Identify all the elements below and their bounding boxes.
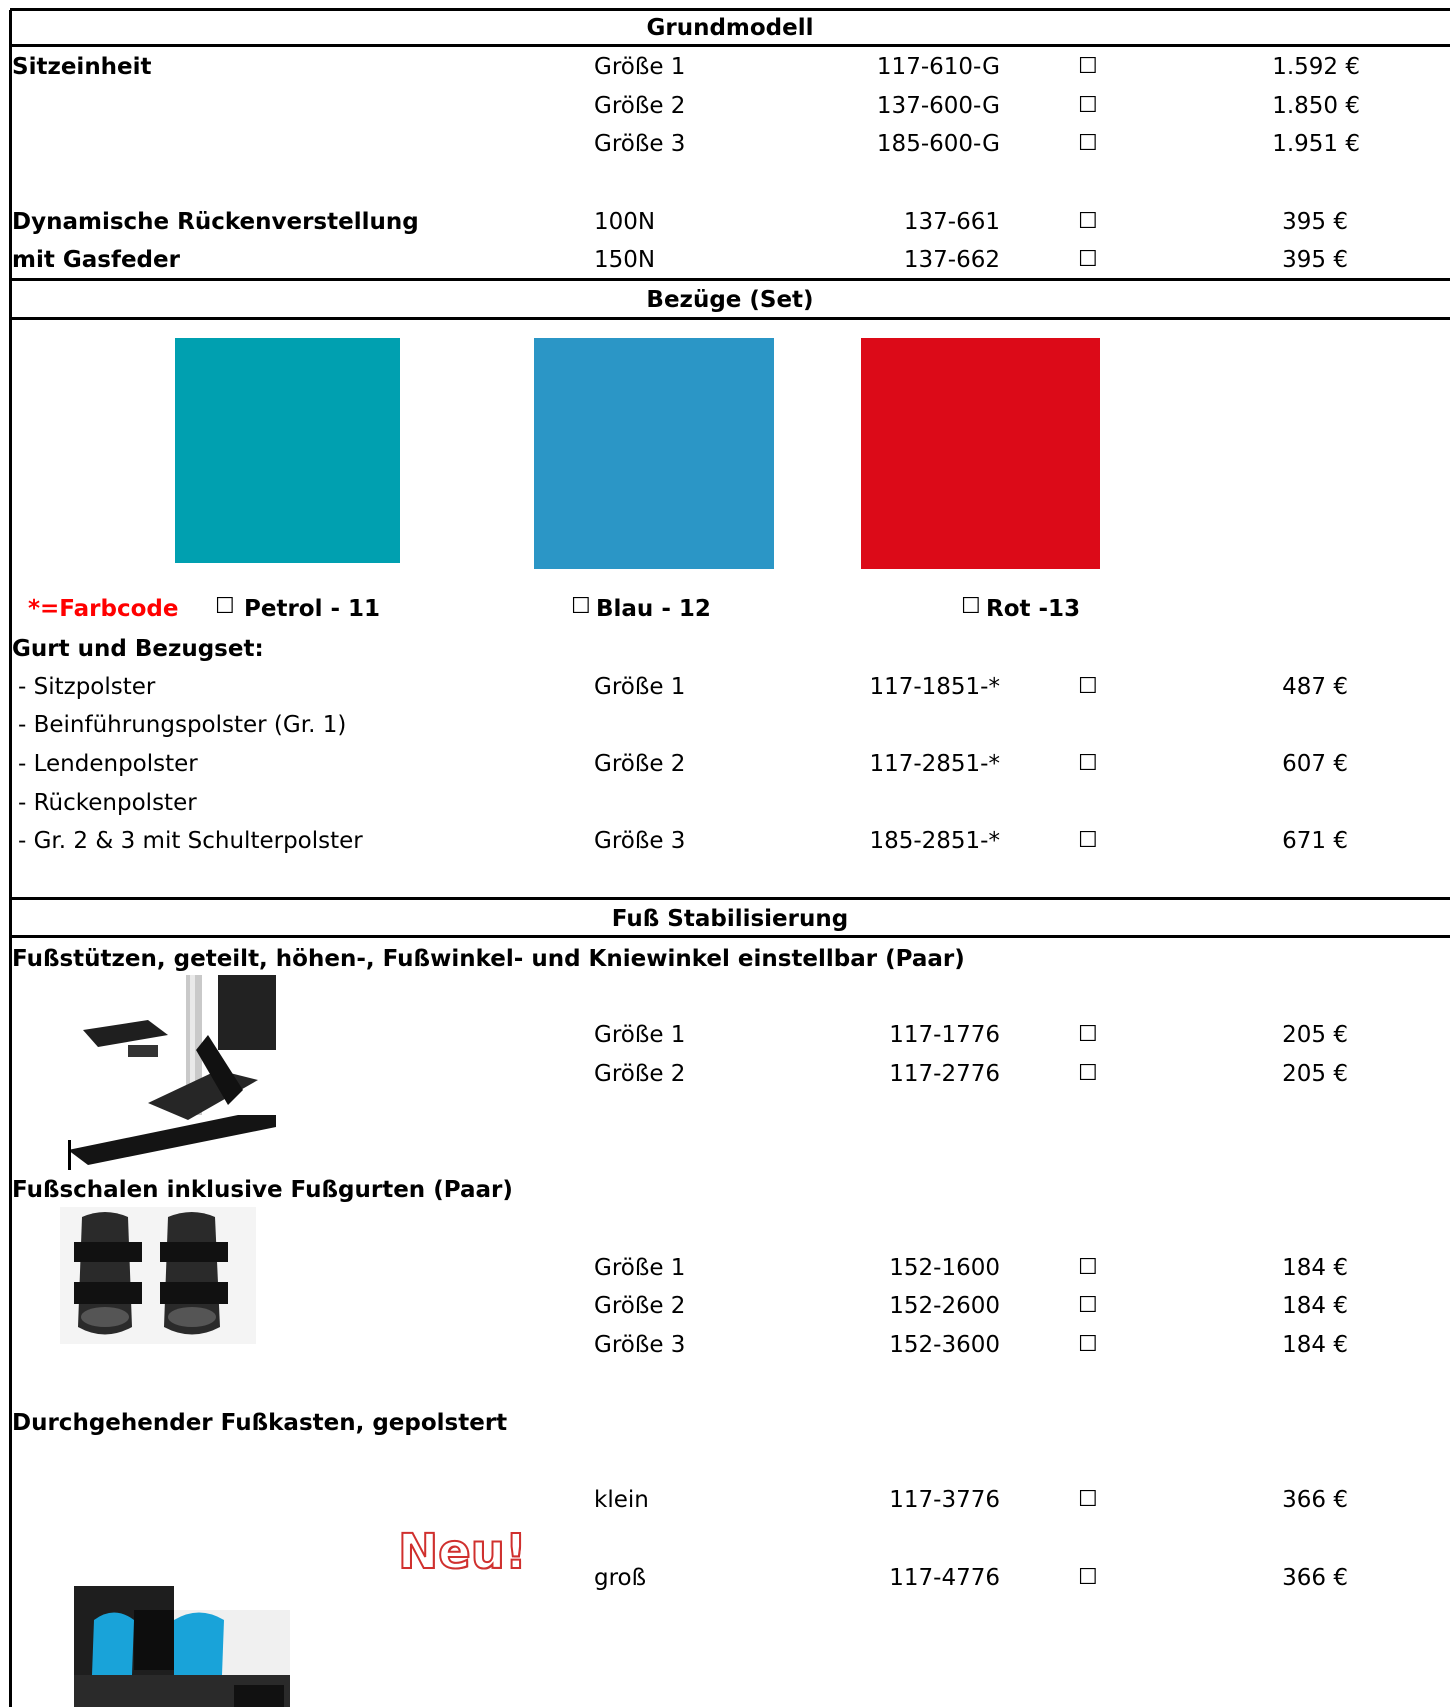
order-checkbox[interactable]: ☐	[1078, 54, 1098, 79]
section-divider	[10, 935, 1450, 938]
rot-checkbox[interactable]: ☐	[961, 594, 981, 619]
dyn-label-line2: mit Gasfeder	[12, 247, 180, 273]
price-cell: 671 €	[1282, 828, 1348, 854]
order-checkbox[interactable]: ☐	[1078, 1061, 1098, 1086]
footbox-image	[74, 1580, 290, 1707]
footrest-image	[68, 975, 276, 1170]
list-item: - Lendenpolster	[18, 751, 198, 777]
article-code: 117-1776	[889, 1022, 1000, 1048]
article-code: 152-1600	[889, 1255, 1000, 1281]
list-item: - Gr. 2 & 3 mit Schulterpolster	[18, 828, 363, 854]
size-cell: Größe 2	[594, 1293, 686, 1319]
article-code: 185-2851-*	[869, 828, 1000, 854]
footplates-image	[60, 1207, 256, 1344]
rot-label: Rot -13	[986, 596, 1081, 622]
price-cell: 1.951 €	[1272, 131, 1360, 157]
blau-checkbox[interactable]: ☐	[571, 594, 591, 619]
order-checkbox[interactable]: ☐	[1078, 751, 1098, 776]
article-code: 152-2600	[889, 1293, 1000, 1319]
swatch-petrol[interactable]	[175, 338, 400, 563]
list-item: - Rückenpolster	[18, 790, 197, 816]
order-checkbox[interactable]: ☐	[1078, 674, 1098, 699]
petrol-checkbox[interactable]: ☐	[215, 594, 235, 619]
size-cell: 100N	[594, 209, 656, 235]
section-header-fuss: Fuß Stabilisierung	[611, 906, 849, 932]
order-checkbox[interactable]: ☐	[1078, 1487, 1098, 1512]
list-item: - Beinführungspolster (Gr. 1)	[18, 712, 347, 738]
dyn-label-line1: Dynamische Rückenverstellung	[12, 209, 419, 235]
order-checkbox[interactable]: ☐	[1078, 131, 1098, 156]
price-cell: 1.592 €	[1272, 54, 1360, 80]
bezugset-title: Gurt und Bezugset:	[12, 636, 264, 662]
table-top-border	[10, 8, 1450, 11]
size-cell: Größe 3	[594, 828, 686, 854]
size-cell: Größe 2	[594, 93, 686, 119]
order-checkbox[interactable]: ☐	[1078, 1255, 1098, 1280]
section-header-bezuege: Bezüge (Set)	[646, 287, 814, 313]
article-code: 185-600-G	[876, 131, 1000, 157]
article-code: 117-3776	[889, 1487, 1000, 1513]
price-cell: 366 €	[1282, 1487, 1348, 1513]
price-cell: 607 €	[1282, 751, 1348, 777]
order-checkbox[interactable]: ☐	[1078, 247, 1098, 272]
petrol-label: Petrol - 11	[244, 596, 381, 622]
list-item: - Sitzpolster	[18, 674, 156, 700]
article-code: 137-662	[903, 247, 1000, 273]
neu-badge: Neu!	[397, 1524, 528, 1580]
size-cell: Größe 3	[594, 131, 686, 157]
swatch-rot[interactable]	[861, 338, 1100, 569]
section-divider	[10, 44, 1450, 47]
fusskasten-title: Durchgehender Fußkasten, gepolstert	[12, 1410, 508, 1436]
sitzeinheit-label: Sitzeinheit	[12, 54, 152, 80]
price-cell: 205 €	[1282, 1022, 1348, 1048]
size-cell: Größe 1	[594, 674, 686, 700]
price-cell: 395 €	[1282, 247, 1348, 273]
article-code: 152-3600	[889, 1332, 1000, 1358]
size-cell: 150N	[594, 247, 656, 273]
blau-label: Blau - 12	[596, 596, 711, 622]
section-divider	[10, 897, 1450, 900]
article-code: 137-600-G	[876, 93, 1000, 119]
size-cell: Größe 1	[594, 1022, 686, 1048]
order-checkbox[interactable]: ☐	[1078, 1565, 1098, 1590]
section-divider	[10, 317, 1450, 320]
article-code: 117-2851-*	[869, 751, 1000, 777]
article-code: 117-1851-*	[869, 674, 1000, 700]
fussschalen-title: Fußschalen inklusive Fußgurten (Paar)	[12, 1177, 513, 1203]
price-cell: 184 €	[1282, 1293, 1348, 1319]
size-cell: groß	[594, 1565, 647, 1591]
article-code: 117-4776	[889, 1565, 1000, 1591]
order-checkbox[interactable]: ☐	[1078, 1022, 1098, 1047]
order-checkbox[interactable]: ☐	[1078, 209, 1098, 234]
table-left-border	[9, 10, 12, 1707]
article-code: 117-2776	[889, 1061, 1000, 1087]
price-cell: 1.850 €	[1272, 93, 1360, 119]
article-code: 137-661	[903, 209, 1000, 235]
size-cell: klein	[594, 1487, 649, 1513]
order-checkbox[interactable]: ☐	[1078, 1332, 1098, 1357]
price-cell: 366 €	[1282, 1565, 1348, 1591]
price-cell: 205 €	[1282, 1061, 1348, 1087]
size-cell: Größe 3	[594, 1332, 686, 1358]
price-cell: 395 €	[1282, 209, 1348, 235]
article-code: 117-610-G	[876, 54, 1000, 80]
size-cell: Größe 2	[594, 751, 686, 777]
price-cell: 487 €	[1282, 674, 1348, 700]
section-divider	[10, 278, 1450, 281]
farbcode-label: *=Farbcode	[28, 596, 179, 622]
section-header-grundmodell: Grundmodell	[646, 15, 814, 41]
size-cell: Größe 2	[594, 1061, 686, 1087]
price-cell: 184 €	[1282, 1332, 1348, 1358]
fussstuetzen-title: Fußstützen, geteilt, höhen-, Fußwinkel- …	[12, 946, 965, 972]
swatch-blau[interactable]	[534, 338, 774, 569]
size-cell: Größe 1	[594, 1255, 686, 1281]
price-cell: 184 €	[1282, 1255, 1348, 1281]
size-cell: Größe 1	[594, 54, 686, 80]
order-checkbox[interactable]: ☐	[1078, 93, 1098, 118]
order-checkbox[interactable]: ☐	[1078, 1293, 1098, 1318]
order-checkbox[interactable]: ☐	[1078, 828, 1098, 853]
